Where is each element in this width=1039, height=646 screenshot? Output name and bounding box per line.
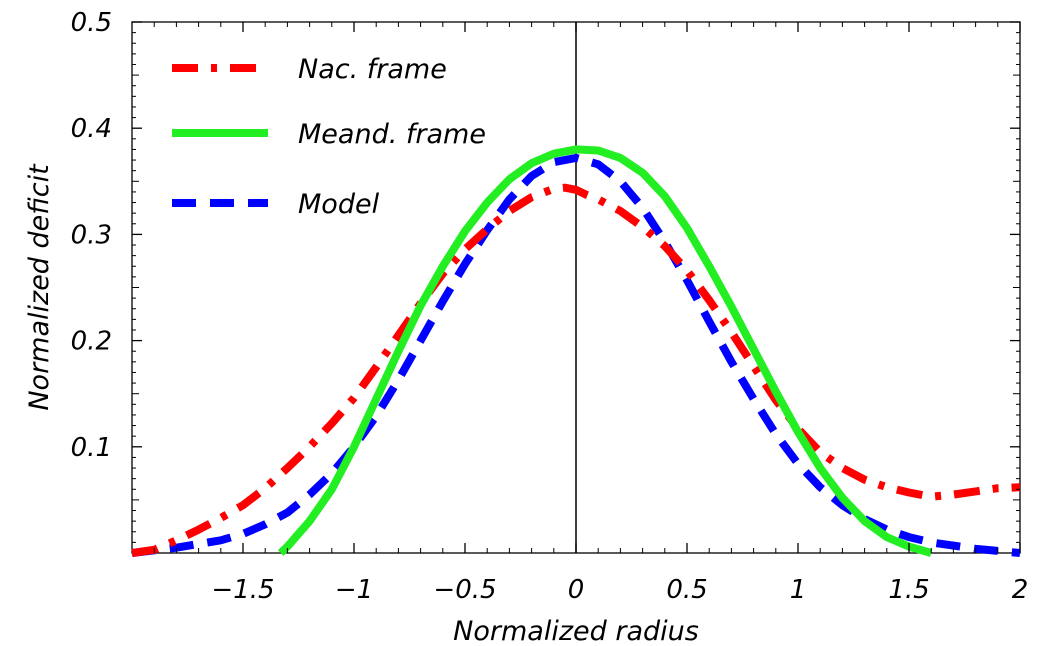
y-tick-label: 0.2 <box>71 327 112 357</box>
y-tick-label: 0.1 <box>71 433 112 463</box>
legend-label-0: Nac. frame <box>298 54 447 85</box>
x-tick-label: 2 <box>1012 575 1029 605</box>
x-tick-label: 0 <box>568 575 585 605</box>
series-line-2 <box>131 153 1021 557</box>
y-axis-label: Normalized deficit <box>24 163 55 411</box>
legend-label-1: Meand. frame <box>298 119 486 150</box>
series-line-1 <box>277 145 933 557</box>
x-tick-label: −0.5 <box>433 575 496 605</box>
x-tick-label: −1 <box>335 575 373 605</box>
x-tick-label: 1 <box>790 575 807 605</box>
y-tick-label: 0.5 <box>71 8 112 38</box>
series-line-0 <box>131 183 1021 557</box>
y-tick-label: 0.3 <box>71 220 112 250</box>
x-axis-label: Normalized radius <box>453 616 699 646</box>
legend-label-2: Model <box>298 189 380 220</box>
y-tick-label: 0.4 <box>71 114 112 144</box>
x-tick-label: 1.5 <box>888 575 929 605</box>
x-tick-label: 0.5 <box>666 575 707 605</box>
x-tick-label: −1.5 <box>211 575 274 605</box>
